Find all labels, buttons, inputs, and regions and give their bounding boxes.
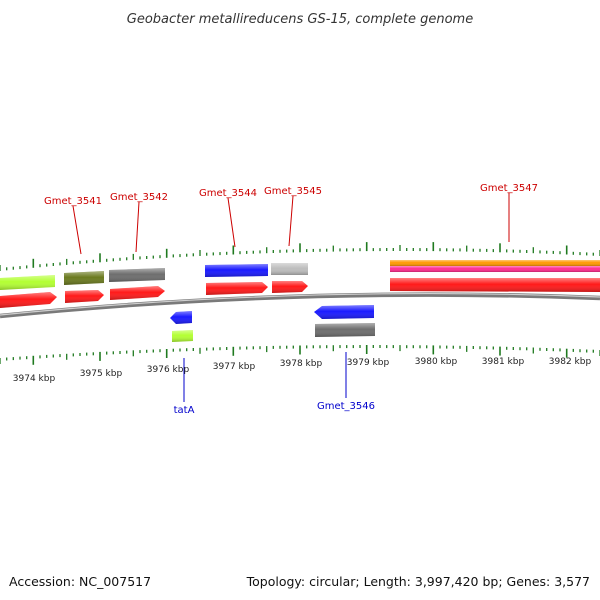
- forward-features: [0, 260, 600, 308]
- scale-label: 3978 kbp: [280, 359, 323, 369]
- feature-lime-tatA[interactable]: [172, 330, 193, 342]
- feature-blue-tatA[interactable]: [170, 311, 192, 324]
- backbone: [0, 292, 600, 319]
- cds-arrow-gmet-3542[interactable]: [110, 286, 165, 300]
- feature-gray-gmet-3546[interactable]: [315, 323, 375, 337]
- feature-orange-gmet-3547[interactable]: [390, 260, 600, 266]
- leader-gmet-3541: [72, 205, 82, 255]
- cds-arrow-1[interactable]: [0, 292, 57, 308]
- scale-label: 3982 kbp: [549, 357, 592, 367]
- backbone-highlight: [0, 292, 600, 316]
- feature-blue-gmet-3546[interactable]: [314, 305, 374, 319]
- feature-gray-gmet-3542[interactable]: [109, 268, 165, 282]
- feature-blue-gmet-3544[interactable]: [205, 264, 268, 277]
- feature-olive-gmet-3541[interactable]: [64, 271, 104, 285]
- gene-label-gmet-3544[interactable]: Gmet_3544: [199, 188, 257, 199]
- label-leaders: [72, 193, 510, 402]
- gene-label-gmet-3546[interactable]: Gmet_3546: [317, 401, 375, 412]
- cds-arrow-gmet-3544[interactable]: [206, 282, 268, 295]
- gene-label-tatA[interactable]: tatA: [174, 405, 195, 416]
- scale-label: 3979 kbp: [347, 358, 390, 368]
- scale-label: 3980 kbp: [415, 357, 458, 367]
- reverse-features: [170, 305, 375, 342]
- feature-lightgray-gmet-3545[interactable]: [271, 263, 308, 275]
- gene-labels: Gmet_3541 Gmet_3542 Gmet_3544 Gmet_3545 …: [44, 183, 538, 416]
- leader-gmet-3545: [288, 195, 294, 247]
- gene-label-gmet-3545[interactable]: Gmet_3545: [264, 186, 322, 197]
- leader-gmet-3542: [135, 201, 140, 253]
- scale-label: 3975 kbp: [80, 369, 123, 379]
- scale-labels: 3974 kbp 3975 kbp 3976 kbp 3977 kbp 3978…: [13, 357, 592, 384]
- feature-pink-gmet-3547[interactable]: [390, 266, 600, 272]
- scale-label: 3974 kbp: [13, 374, 56, 384]
- leader-gmet-3544: [227, 197, 236, 248]
- scale-label: 3976 kbp: [147, 365, 190, 375]
- feature-lime-top[interactable]: [0, 275, 55, 290]
- cds-arrow-gmet-3541[interactable]: [65, 290, 104, 303]
- gene-label-gmet-3542[interactable]: Gmet_3542: [110, 192, 168, 203]
- cds-arrow-gmet-3545[interactable]: [272, 281, 308, 293]
- scale-label: 3977 kbp: [213, 362, 256, 372]
- gene-label-gmet-3547[interactable]: Gmet_3547: [480, 183, 538, 194]
- genome-summary-text: Topology: circular; Length: 3,997,420 bp…: [246, 574, 590, 589]
- scale-label: 3981 kbp: [482, 357, 525, 367]
- cds-arrow-gmet-3547[interactable]: [390, 278, 600, 292]
- accession-text: Accession: NC_007517: [9, 574, 151, 589]
- gene-label-gmet-3541[interactable]: Gmet_3541: [44, 196, 102, 207]
- scale-ticks: [0, 242, 600, 365]
- map-title: Geobacter metallireducens GS-15, complet…: [127, 12, 473, 27]
